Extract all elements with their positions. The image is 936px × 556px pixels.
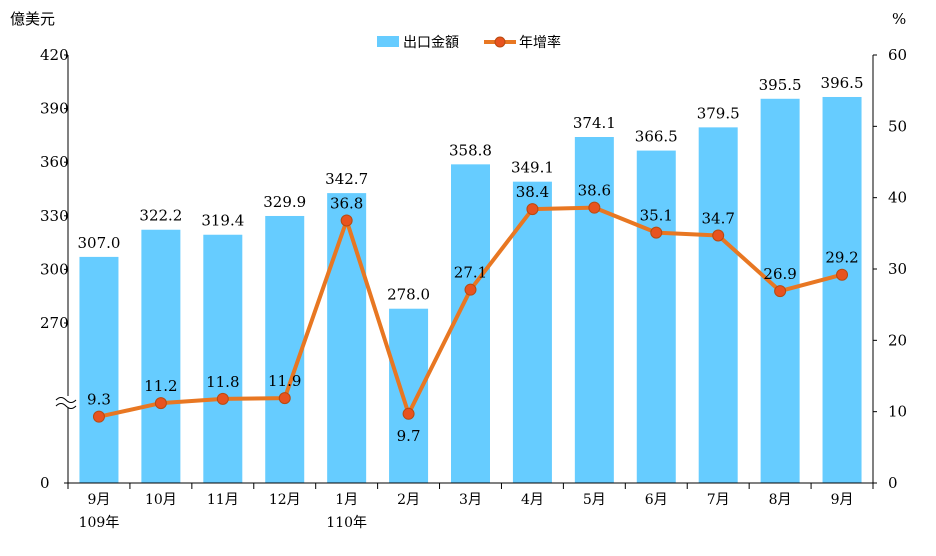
x-tick-label: 4月 [521,492,544,508]
line-value-label: 26.9 [763,265,796,283]
bar-value-label: 278.0 [387,286,430,304]
x-tick-label: 10月 [145,492,177,508]
line-value-label: 38.6 [578,182,611,200]
legend-swatch-marker [494,36,506,48]
bar [203,234,243,483]
line-value-label: 27.1 [454,264,487,282]
right-tick-label: 10 [888,403,907,421]
right-tick-label: 40 [888,189,907,207]
left-tick-label: 360 [40,153,69,171]
line-value-label: 11.2 [144,377,177,395]
left-tick-label: 420 [40,46,69,64]
x-year-label: 109年 [79,515,120,531]
growth-marker [526,203,539,216]
bars-layer [79,96,862,484]
bar-value-label: 307.0 [77,234,120,252]
x-tick-label: 9月 [831,492,854,508]
axes-layer: 0 270 300 330 360 390 420 0 10 20 30 40 50 60 億美元 % 9月 10… [10,10,907,531]
line-value-label: 9.7 [397,427,421,445]
bar [698,127,738,484]
bar [79,256,119,483]
bar-value-label: 395.5 [759,76,802,94]
bar [512,181,552,483]
bar [389,308,429,483]
line-value-label: 38.4 [516,183,549,201]
x-tick-label: 2月 [397,492,420,508]
bar-value-label: 319.4 [201,212,244,230]
x-year-label: 110年 [326,515,367,531]
bar-value-label: 396.5 [821,74,864,92]
x-tick-label: 8月 [769,492,792,508]
growth-marker [92,410,105,423]
axis-break-mark [55,403,77,409]
legend-swatch-bar [377,36,399,47]
legend-label-bar: 出口金額 [403,35,459,51]
right-tick-label: 20 [888,331,907,349]
growth-marker [712,229,725,242]
axis-break-mark [55,397,77,403]
bar-value-label: 322.2 [139,207,182,225]
bar-value-label: 374.1 [573,114,616,132]
line-value-label: 35.1 [640,207,673,225]
legend: 出口金額 年增率 [377,34,561,51]
x-tick-label: 3月 [459,492,482,508]
x-tick-label: 12月 [269,492,301,508]
bar [636,150,676,483]
right-tick-label: 0 [888,474,898,492]
right-tick-label: 30 [888,260,907,278]
bar [574,137,614,483]
x-tick-label: 7月 [707,492,730,508]
bar-value-label: 342.7 [325,170,368,188]
x-tick-label: 5月 [583,492,606,508]
line-layer [92,201,849,423]
line-value-label: 11.9 [268,372,301,390]
left-tick-label: 390 [40,100,69,118]
growth-marker [650,226,663,239]
bar-value-label: 379.5 [697,104,740,122]
line-value-label: 36.8 [330,194,363,212]
growth-marker [836,268,849,281]
growth-marker [278,392,291,405]
growth-marker [154,397,167,410]
growth-marker [464,283,477,296]
x-tick-label: 11月 [207,492,239,508]
line-value-label: 11.8 [206,373,239,391]
axis-break-gap [56,396,76,408]
growth-marker [340,214,353,227]
bar [822,96,862,483]
bar [141,229,181,483]
bar-value-label: 329.9 [263,193,306,211]
growth-marker [402,407,415,420]
left-tick-label: 0 [40,474,50,492]
line-value-label: 9.3 [87,391,111,409]
left-tick-label: 270 [40,314,69,332]
bar [327,193,367,484]
right-tick-label: 60 [888,46,907,64]
right-tick-label: 50 [888,117,907,135]
labels-layer: 307.0 322.2 319.4 329.9 342.7 278.0 358.8 349.1… [77,74,863,445]
x-tick-label: 1月 [335,492,358,508]
line-value-label: 29.2 [825,249,858,267]
line-value-label: 34.7 [701,209,734,227]
bar [265,215,305,483]
left-tick-label: 300 [40,260,69,278]
x-tick-label: 6月 [645,492,668,508]
right-axis-unit: % [892,10,906,28]
legend-label-line: 年增率 [519,34,561,51]
growth-marker [588,201,601,214]
x-tick-label: 9月 [88,492,111,508]
bar-value-label: 349.1 [511,159,554,177]
bar-value-label: 366.5 [635,128,678,146]
bar-value-label: 358.8 [449,141,492,159]
growth-marker [216,392,229,405]
growth-marker [774,285,787,298]
left-axis-unit: 億美元 [10,10,55,28]
bar [451,164,490,483]
left-tick-label: 330 [40,207,69,225]
